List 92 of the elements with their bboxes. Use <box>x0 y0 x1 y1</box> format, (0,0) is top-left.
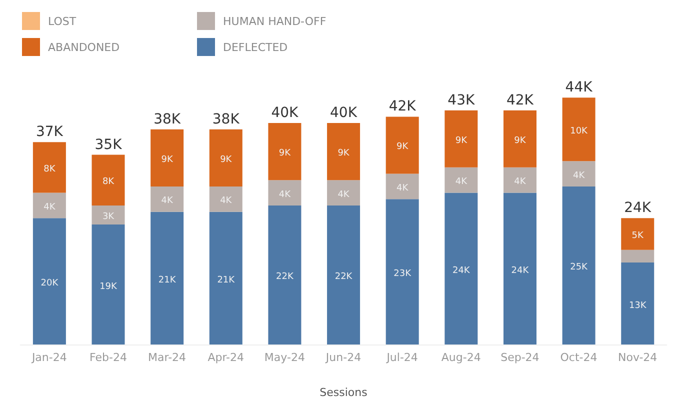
legend-label: LOST <box>48 14 76 28</box>
bar <box>444 192 478 345</box>
data-label: 9K <box>396 142 410 152</box>
bar <box>92 205 125 225</box>
annotation: 38K <box>212 111 240 128</box>
bar <box>503 167 536 193</box>
data-label: 19K <box>100 282 118 292</box>
data-label: 8K <box>44 164 56 174</box>
data-label: 4K <box>44 202 56 212</box>
bar <box>92 224 125 345</box>
x-axis-title: Sessions <box>320 386 368 399</box>
data-label: 21K <box>158 275 177 286</box>
data-label: 22K <box>276 272 294 282</box>
annotation: 24K <box>624 200 652 216</box>
bar <box>503 192 536 345</box>
annotation: 37K <box>36 124 64 140</box>
data-label: 13K <box>628 300 648 311</box>
x-tick-label: Mar-24 <box>148 350 186 364</box>
bar <box>327 123 360 180</box>
data-label: 4K <box>514 177 527 188</box>
x-tick-label: Aug-24 <box>441 350 481 364</box>
data-label: 4K <box>396 183 410 194</box>
bar <box>621 250 654 263</box>
data-label: 4K <box>572 170 586 181</box>
bar <box>386 199 419 345</box>
annotation: 42K <box>506 92 534 108</box>
data-label: 24K <box>452 266 471 276</box>
legend-label: HUMAN HAND-OFF <box>223 14 326 28</box>
bar <box>150 186 184 212</box>
bar <box>209 212 242 345</box>
bar <box>150 212 184 345</box>
bar <box>32 192 66 218</box>
data-label: 4K <box>161 196 174 206</box>
x-tick-label: Jan-24 <box>30 350 67 364</box>
x-tick-label: Jun-24 <box>324 350 362 364</box>
x-tick-label: Oct-24 <box>560 350 598 364</box>
bar <box>444 167 478 193</box>
data-label: 9K <box>161 154 174 165</box>
bar <box>327 180 360 206</box>
x-tick-label: Jul-24 <box>386 350 418 364</box>
bar <box>268 205 302 345</box>
bar <box>150 129 184 186</box>
bar <box>444 110 478 168</box>
annotation: 42K <box>388 98 417 115</box>
bar <box>562 98 596 162</box>
annotation: 40K <box>271 105 300 122</box>
bar <box>268 180 302 206</box>
data-label: 4K <box>455 177 468 188</box>
bar <box>503 110 536 168</box>
data-label: 4K <box>278 190 292 200</box>
data-label: 3K <box>102 212 116 222</box>
x-tick-label: May-24 <box>264 350 305 364</box>
legend-label: ABANDONED <box>48 40 120 54</box>
annotation: 35K <box>94 136 123 153</box>
bar <box>32 142 66 193</box>
bar <box>92 154 125 206</box>
data-label: 25K <box>570 262 589 273</box>
bar <box>562 186 596 345</box>
x-tick-label: Apr-24 <box>208 350 244 364</box>
bar <box>386 174 419 200</box>
data-label: 21K <box>217 275 236 286</box>
data-label: 9K <box>455 136 468 146</box>
data-label: 20K <box>40 278 60 289</box>
data-label: 9K <box>220 154 233 165</box>
data-label: 9K <box>338 148 350 159</box>
annotation: 38K <box>154 111 182 128</box>
bar <box>32 218 66 345</box>
bar <box>268 123 302 180</box>
data-label: 9K <box>278 148 292 159</box>
data-label: 8K <box>102 177 116 188</box>
data-label: 4K <box>338 190 350 200</box>
data-label: 23K <box>394 269 412 280</box>
data-label: 9K <box>514 136 527 146</box>
annotation: 43K <box>448 92 476 108</box>
annotation: 40K <box>330 105 358 122</box>
data-label: 4K <box>220 196 233 206</box>
bar <box>209 186 242 212</box>
x-tick-label: Sep-24 <box>500 350 540 364</box>
data-label: 24K <box>511 266 530 276</box>
bar <box>621 218 654 250</box>
data-label: 10K <box>570 126 589 136</box>
legend-label: DEFLECTED <box>223 40 288 54</box>
x-tick-label: Feb-24 <box>90 350 127 364</box>
bar <box>386 116 419 174</box>
bar <box>562 161 596 186</box>
bar <box>327 205 360 345</box>
bar <box>621 262 654 345</box>
text: 44K <box>565 80 594 96</box>
data-label: 22K <box>334 272 354 282</box>
bar <box>209 129 242 186</box>
x-tick-label: Nov-24 <box>618 350 658 364</box>
data-label: 5K <box>632 231 645 242</box>
